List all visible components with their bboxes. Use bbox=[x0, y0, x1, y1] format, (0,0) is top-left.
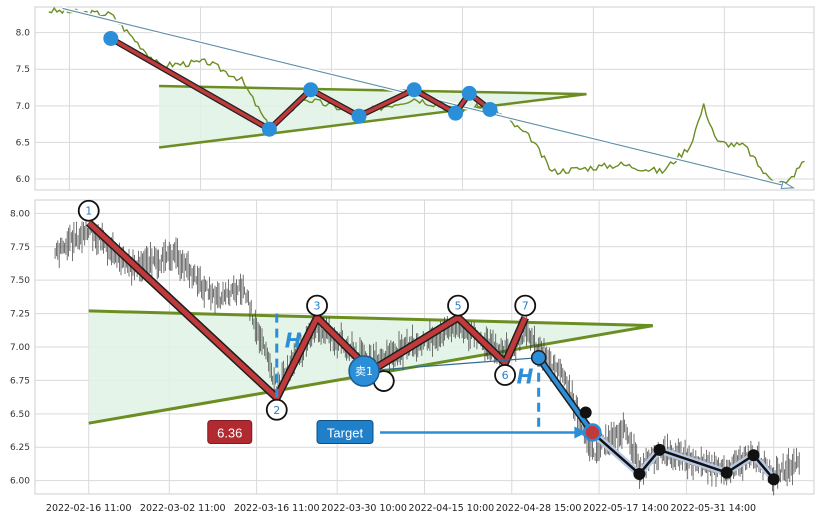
overview-zigzag-point bbox=[461, 85, 477, 101]
main-zigzag-label-circle bbox=[447, 294, 469, 317]
overview-y-tick: 6.0 bbox=[16, 175, 31, 185]
overview-y-tick: 7.5 bbox=[16, 65, 30, 75]
main-breakout-point bbox=[530, 349, 547, 366]
main-zigzag-label-circle bbox=[494, 364, 516, 386]
overview-trend-arrowhead bbox=[780, 180, 795, 190]
overview-zigzag-point bbox=[103, 30, 119, 46]
main-y-tick: 6.75 bbox=[10, 376, 30, 386]
main-zigzag-label-circle bbox=[306, 294, 328, 317]
overview-zigzag-point bbox=[351, 108, 367, 124]
overview-panel: 8.0 7.5 7.0 6.5 6.0 bbox=[16, 6, 815, 191]
main-after-marker bbox=[747, 449, 760, 462]
main-zigzag-label: 1 bbox=[85, 205, 92, 218]
main-y-tick: 7.50 bbox=[10, 276, 30, 286]
overview-y-tick: 6.5 bbox=[16, 138, 30, 148]
main-zigzag-label-circle bbox=[265, 398, 288, 421]
overview-y-tick: 8.0 bbox=[16, 29, 31, 39]
main-y-tick: 6.00 bbox=[10, 477, 30, 487]
main-after-marker bbox=[720, 466, 733, 479]
overview-zigzag-point bbox=[261, 121, 277, 137]
main-zigzag-label: 5 bbox=[455, 300, 462, 313]
main-sell-point-label: 卖1 bbox=[355, 365, 373, 378]
overview-zigzag-point bbox=[303, 82, 319, 98]
main-y-tick: 8.00 bbox=[10, 209, 30, 219]
main-target-point bbox=[583, 423, 602, 442]
main-x-tick: 2022-03-16 11:00 bbox=[234, 503, 320, 514]
main-y-tick: 7.25 bbox=[10, 310, 30, 320]
main-zigzag-label: 3 bbox=[314, 300, 321, 313]
main-x-tick: 2022-02-16 11:00 bbox=[46, 503, 132, 514]
overview-zigzag-point bbox=[406, 82, 422, 98]
main-x-tick: 2022-05-17 14:00 bbox=[583, 503, 669, 514]
main-sell-point bbox=[348, 355, 380, 387]
main-zigzag-label-circle bbox=[514, 294, 537, 317]
main-zigzag-label-circle bbox=[77, 199, 100, 222]
main-x-tick: 2022-04-15 10:00 bbox=[409, 503, 495, 514]
main-height-marker-2: H bbox=[517, 365, 534, 389]
main-zigzag-label: 6 bbox=[502, 369, 509, 382]
main-panel: 8.00 7.75 7.50 7.25 7.00 6.75 6.50 6.25 6.00 2022… bbox=[10, 199, 815, 514]
main-y-tick: 7.75 bbox=[10, 243, 30, 253]
main-after-marker bbox=[579, 406, 592, 419]
main-y-tick: 6.25 bbox=[10, 443, 30, 453]
main-x-tick: 2022-03-30 10:00 bbox=[321, 503, 407, 514]
overview-triangle-lower bbox=[158, 92, 587, 149]
main-x-tick: 2022-03-02 11:00 bbox=[140, 503, 226, 514]
overview-zigzag-point bbox=[448, 105, 464, 121]
overview-zigzag-point bbox=[482, 101, 498, 117]
overview-y-tick: 7.0 bbox=[16, 102, 31, 112]
main-target-label: Target bbox=[327, 426, 364, 441]
main-sell-connector bbox=[364, 357, 539, 372]
main-height-marker-1: H bbox=[285, 329, 302, 353]
main-y-tick: 6.50 bbox=[10, 410, 30, 420]
main-zigzag-label: 7 bbox=[522, 300, 529, 313]
overview-price-line bbox=[48, 6, 805, 184]
main-after-marker bbox=[767, 473, 780, 486]
main-target-label-box bbox=[316, 420, 374, 445]
overview-triangle-upper bbox=[159, 84, 587, 96]
main-breakout bbox=[537, 356, 595, 434]
main-price-label-box bbox=[207, 420, 253, 445]
main-x-tick: 2022-05-31 14:00 bbox=[670, 503, 756, 514]
main-after-marker bbox=[653, 443, 666, 456]
main-x-tick: 2022-04-28 15:00 bbox=[496, 503, 582, 514]
main-after-marker bbox=[633, 467, 646, 480]
main-price-label: 6.36 bbox=[217, 426, 242, 441]
main-target-arrowhead bbox=[574, 426, 587, 439]
main-y-tick: 7.00 bbox=[10, 343, 30, 353]
main-zigzag-label: 2 bbox=[273, 404, 280, 417]
